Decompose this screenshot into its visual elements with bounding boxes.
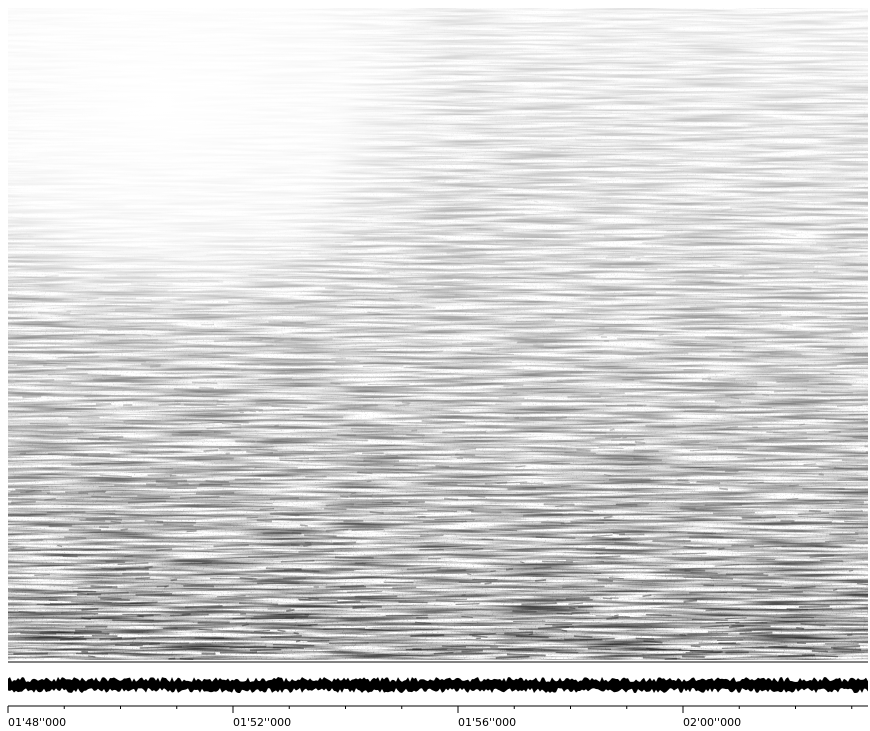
tick-label: 01'56''000	[458, 716, 516, 729]
waveform	[8, 677, 868, 693]
tick-label: 01'48''000	[8, 716, 66, 729]
tick-label: 02'00''000	[683, 716, 741, 729]
time-ticks: 01'48''000 01'52''000 01'56''000 02'00''000	[7, 706, 853, 729]
tick-label: 01'52''000	[233, 716, 291, 729]
spectrogram	[8, 8, 868, 660]
spectrogram-quiet	[8, 8, 868, 660]
